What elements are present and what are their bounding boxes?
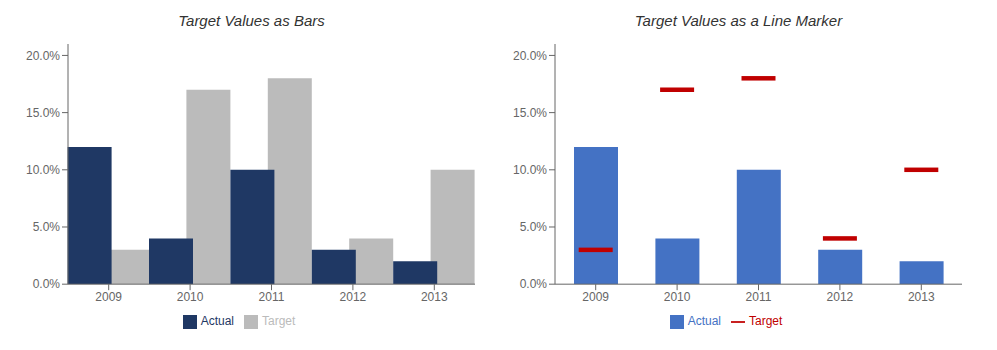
svg-text:2010: 2010 [664, 290, 691, 304]
svg-text:2011: 2011 [746, 290, 772, 304]
html-text:Target Values as Bars: Target Values as Bars [178, 12, 325, 29]
svg-text:2010: 2010 [177, 290, 204, 304]
svg-text:5.0%: 5.0% [520, 220, 548, 234]
svg-text:2012: 2012 [340, 290, 367, 304]
svg-text:20.0%: 20.0% [513, 49, 547, 63]
html-text:Target Values as a Line Marker: Target Values as a Line Marker [634, 12, 843, 29]
svg-text:0.0%: 0.0% [520, 277, 548, 291]
html-text:Actual: Actual [687, 314, 721, 329]
svg-text:10.0%: 10.0% [26, 163, 60, 177]
svg-text:2013: 2013 [421, 290, 448, 304]
html-text:Actual: Actual [200, 314, 234, 329]
svg-text:2009: 2009 [582, 290, 609, 304]
svg-text:0.0%: 0.0% [33, 277, 61, 291]
svg-text:2011: 2011 [259, 290, 285, 304]
svg-text:20.0%: 20.0% [26, 49, 60, 63]
svg-text:2013: 2013 [908, 290, 935, 304]
svg-text:15.0%: 15.0% [26, 106, 60, 120]
svg-text:5.0%: 5.0% [33, 220, 61, 234]
html-text:Target: Target [749, 314, 783, 329]
svg-text:10.0%: 10.0% [513, 163, 547, 177]
svg-text:2009: 2009 [95, 290, 122, 304]
html-text:Target: Target [262, 314, 296, 329]
svg-text:2012: 2012 [827, 290, 854, 304]
svg-text:15.0%: 15.0% [513, 106, 547, 120]
